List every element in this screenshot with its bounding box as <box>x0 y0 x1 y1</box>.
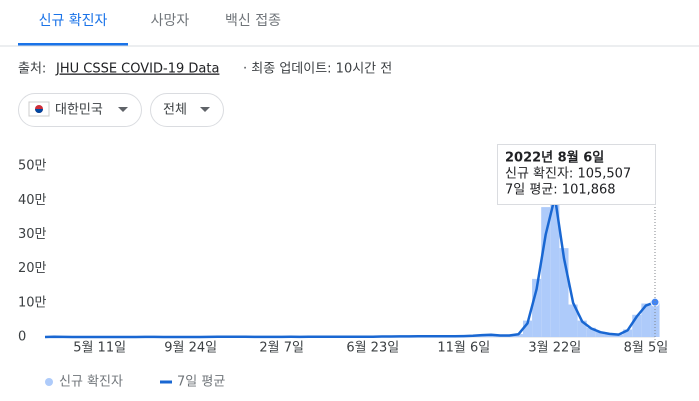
bar <box>595 331 605 337</box>
legend-label: 신규 확진자 <box>59 375 123 390</box>
tab[interactable]: 사망자 <box>151 13 190 29</box>
tab[interactable]: 백신 접종 <box>225 13 281 29</box>
x-tick-label: 8월 5일 <box>624 341 669 356</box>
y-tick-label: 20만 <box>18 261 47 276</box>
bar <box>641 303 651 337</box>
hover-dot <box>650 297 660 307</box>
x-tick-label: 11월 6일 <box>437 341 490 356</box>
dropdown-arrow <box>118 107 128 112</box>
x-tick-label: 3월 22일 <box>528 341 581 356</box>
bar <box>604 333 615 337</box>
source-prefix: 출처: <box>18 62 46 77</box>
tooltip-line: 신규 확진자: 105,507 <box>505 167 631 182</box>
tab-indicator <box>18 43 128 46</box>
tooltip <box>497 144 656 205</box>
x-tick-label: 2월 7일 <box>259 341 304 356</box>
source-suffix: · 최종 업데이트: 10시간 전 <box>243 62 392 77</box>
bar <box>522 320 533 337</box>
y-tick-label: 30만 <box>18 227 47 242</box>
tooltip-date: 2022년 8월 6일 <box>505 150 604 166</box>
bar <box>632 314 642 337</box>
x-tick-label: 9월 24일 <box>164 341 217 356</box>
bar <box>550 152 560 337</box>
bar <box>568 304 578 337</box>
legend-label: 7일 평균 <box>177 375 225 390</box>
bar <box>577 320 587 337</box>
filter-chip[interactable] <box>150 93 224 127</box>
tab[interactable]: 신규 확진자 <box>39 13 108 29</box>
y-tick-label: 50만 <box>18 159 47 174</box>
bar <box>559 248 569 337</box>
y-tick-label: 0 <box>18 330 26 345</box>
tooltip-line: 7일 평균: 101,868 <box>505 183 616 198</box>
filter-label: 대한민국 <box>55 103 103 118</box>
x-tick-label: 6월 23일 <box>346 341 399 356</box>
x-tick-label: 5월 11일 <box>73 341 126 356</box>
flag-circle <box>35 109 43 113</box>
bar <box>586 327 596 337</box>
bar <box>532 278 542 337</box>
legend-swatch <box>45 378 53 386</box>
bar <box>623 329 633 337</box>
dropdown-arrow <box>200 107 210 112</box>
bar <box>541 207 551 337</box>
y-tick-label: 10만 <box>18 295 47 310</box>
y-tick-label: 40만 <box>18 193 47 208</box>
filter-label: 전체 <box>163 103 187 118</box>
source-link[interactable]: JHU CSSE COVID-19 Data <box>55 62 219 77</box>
